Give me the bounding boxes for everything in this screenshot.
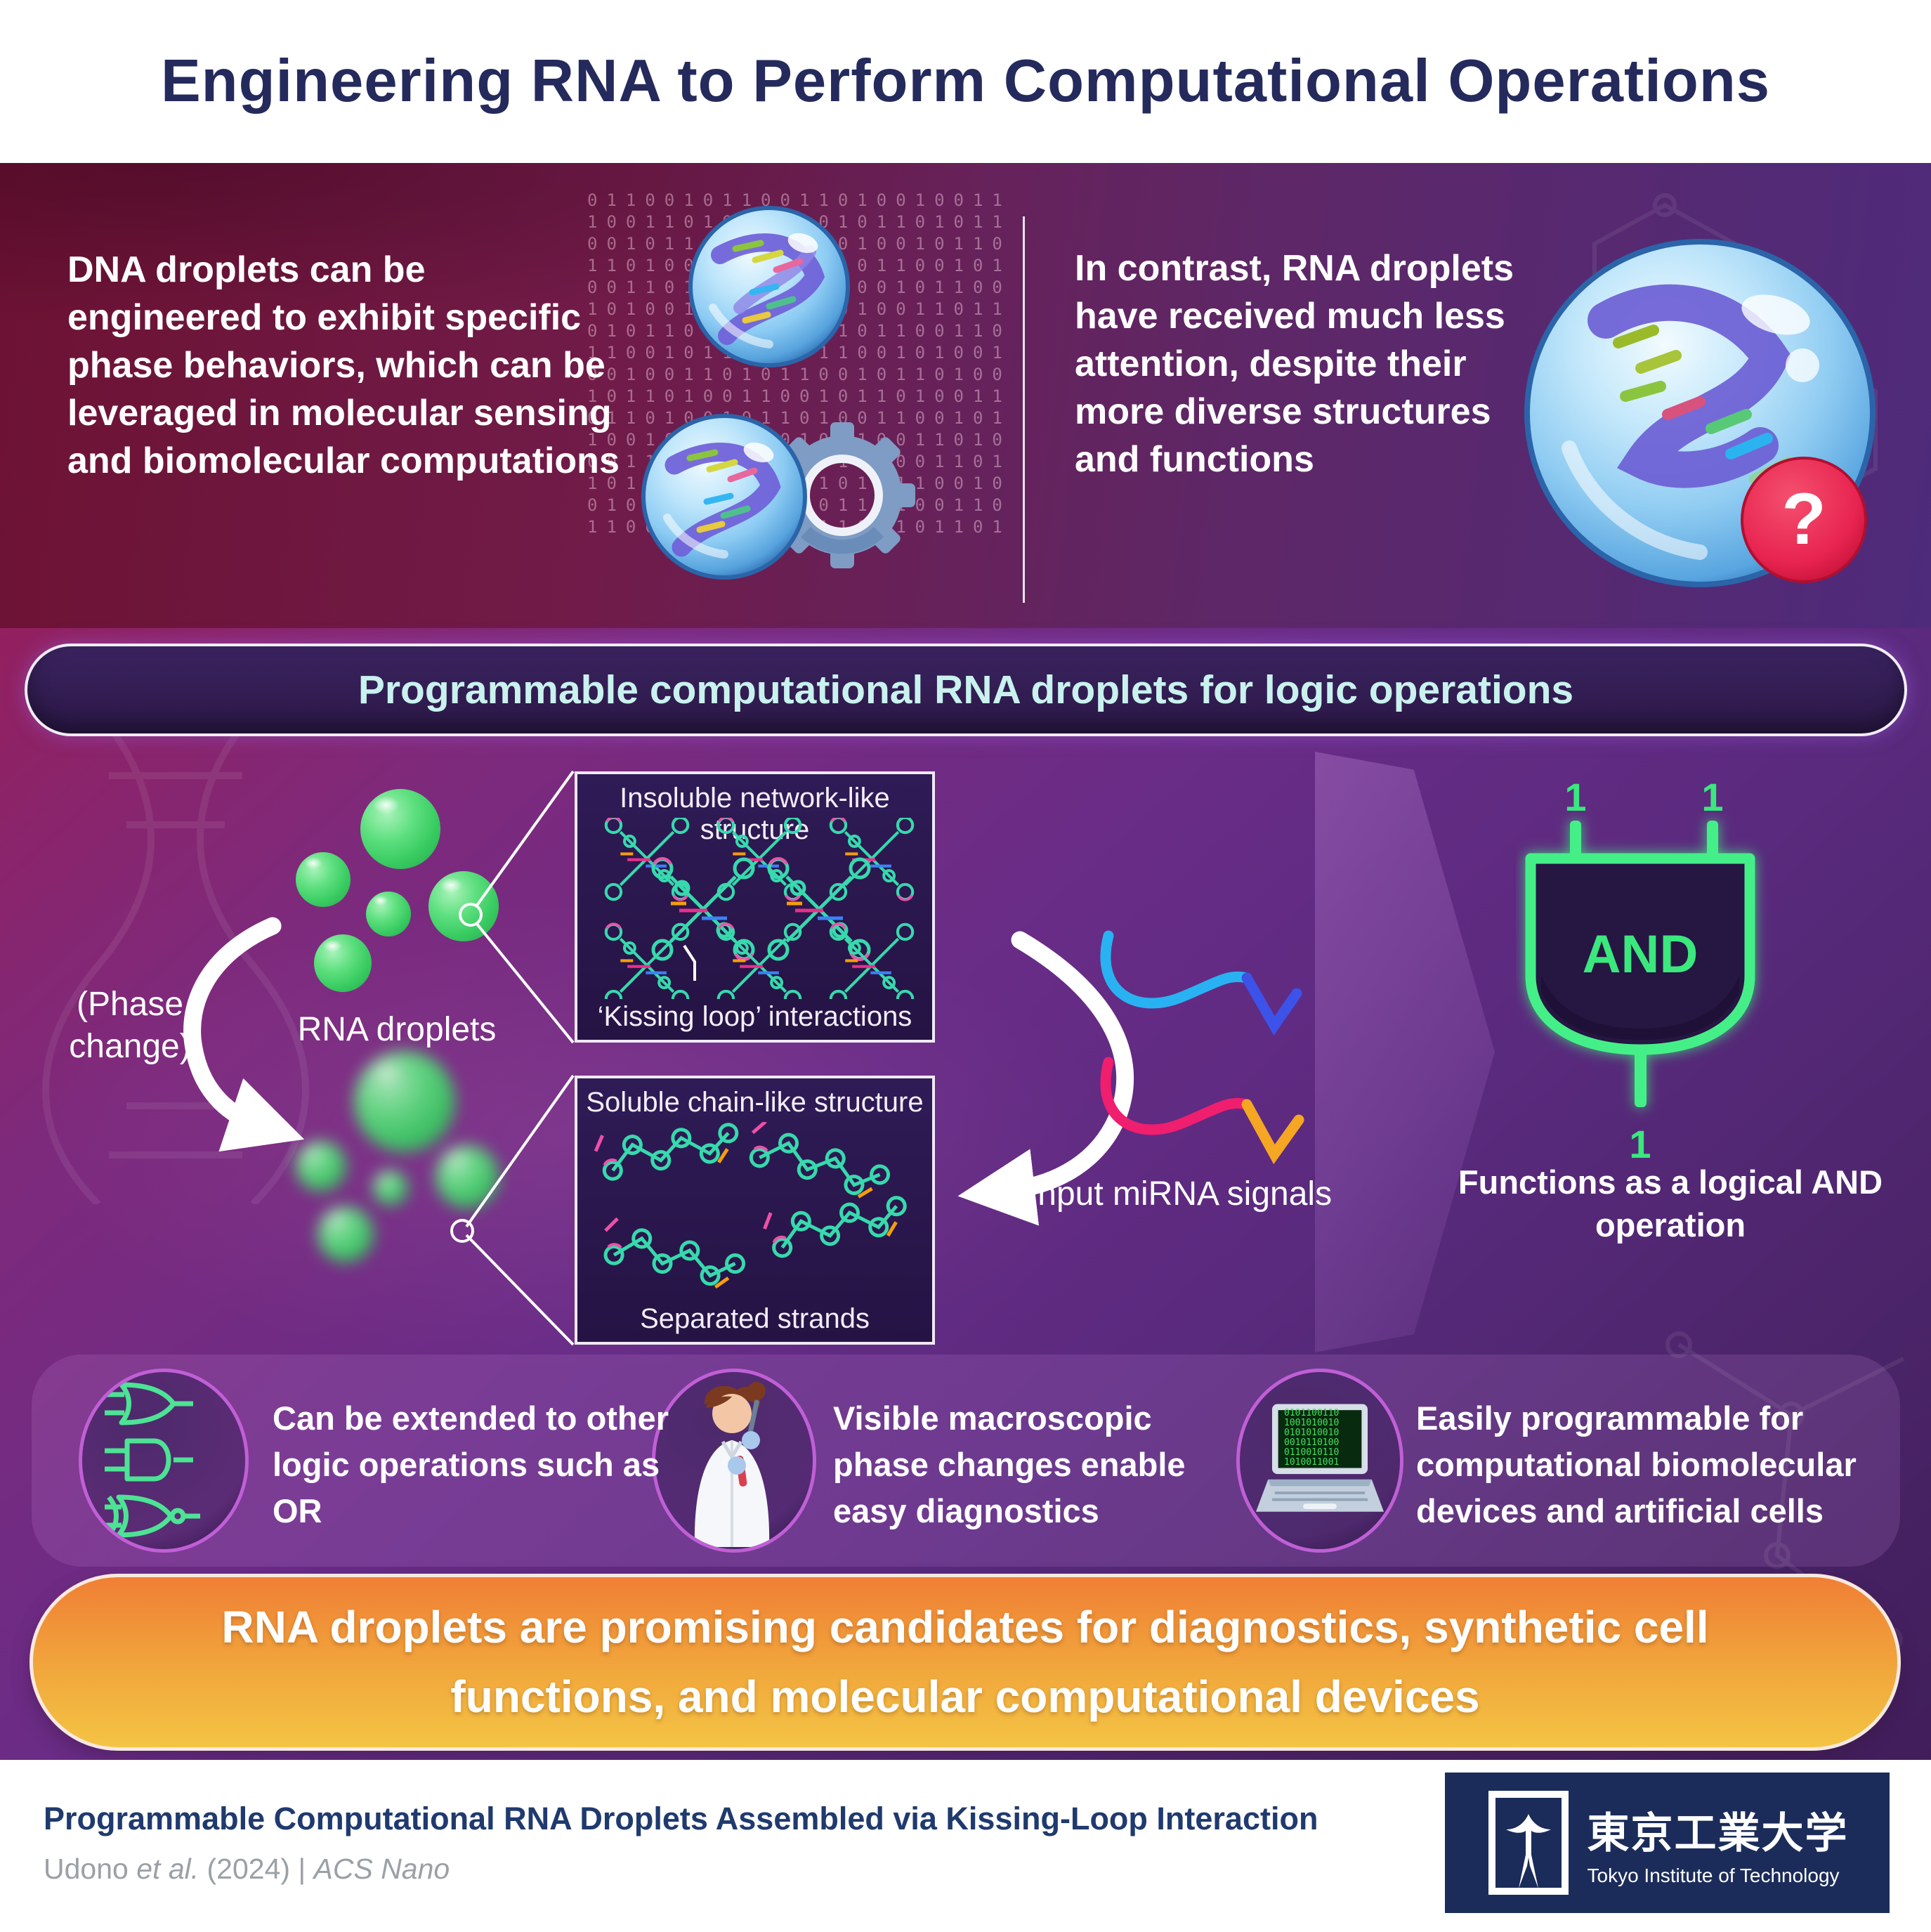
dissolved-droplet-sphere: [296, 1141, 346, 1192]
intro-left-text: DNA droplets can be engineered to exhibi…: [67, 249, 620, 482]
rna-droplet-sphere: [314, 934, 372, 992]
citation-journal: ACS Nano: [313, 1853, 450, 1885]
dissolved-droplet-sphere: [318, 1206, 374, 1262]
rna-droplet-sphere: [366, 892, 411, 936]
infographic-header: Engineering RNA to Perform Computational…: [0, 0, 1931, 163]
feature-circle-diagnostics: [652, 1369, 816, 1553]
rna-droplets-label: RNA droplets: [297, 1011, 497, 1048]
dissolved-droplet-sphere: [354, 1051, 455, 1152]
feature-text-diagnostics: Visible macroscopic phase changes enable…: [833, 1399, 1186, 1529]
tokyo-tech-emblem-icon: [1488, 1791, 1569, 1895]
gate-label: AND: [1583, 925, 1698, 984]
mirna-signals-label: Input miRNA signals: [1028, 1175, 1333, 1213]
callout-connector: [450, 770, 575, 1346]
rna-droplet-question-icon: ?: [1524, 239, 1876, 587]
tokyo-tech-logo: 東京工業大学 Tokyo Institute of Technology: [1445, 1773, 1890, 1913]
laptop-icon: [1255, 1404, 1385, 1512]
gate-input-right: 1: [1701, 781, 1723, 819]
paper-title: Programmable Computational RNA Droplets …: [44, 1801, 1318, 1836]
question-mark: ?: [1781, 478, 1826, 560]
dissolved-droplet-sphere: [436, 1145, 499, 1208]
laptop-screen-binary: 0101100110 1001010010 0101010010 0010110…: [1284, 1409, 1340, 1465]
gate-caption: Functions as a logical AND operation: [1458, 1163, 1883, 1244]
section-banner: Programmable computational RNA droplets …: [25, 644, 1907, 736]
feature-circle-programmable: 0101100110 1001010010 0101010010 0010110…: [1236, 1369, 1403, 1553]
main-title: Engineering RNA to Perform Computational…: [160, 48, 1771, 115]
citation-author: Udono: [44, 1853, 129, 1885]
scientist-icon: [694, 1382, 770, 1547]
dna-droplet-gear-icon: [641, 414, 807, 580]
intro-right-text: In contrast, RNA droplets have received …: [1075, 248, 1514, 481]
network-structure-illustration: [580, 818, 935, 999]
network-structure-box: Insoluble network-like structure: [575, 771, 935, 1043]
rna-droplet-sphere: [296, 852, 351, 907]
phase-change-label: (Phase change): [69, 986, 191, 1065]
logic-section: Programmable computational RNA droplets …: [0, 628, 1931, 1760]
rna-droplet-sphere: [428, 871, 499, 941]
intro-section: 0110010110011010010011 10011010011001011…: [0, 163, 1931, 628]
chain-structure-illustration: [580, 1122, 935, 1299]
feature-text-programmable: Easily programmable for computational bi…: [1416, 1399, 1857, 1529]
kissing-loop-caption: ‘Kissing loop’ interactions: [597, 1001, 912, 1032]
kissing-loop-pointer: [683, 944, 696, 981]
logic-gates-icon: [105, 1382, 200, 1538]
dissolved-droplet-sphere: [373, 1170, 408, 1206]
features-band: [32, 1355, 1900, 1567]
gate-input-left: 1: [1564, 781, 1586, 819]
conclusion-banner: RNA droplets are promising candidates fo…: [30, 1574, 1901, 1751]
dna-droplet-icon: [688, 206, 850, 367]
chain-structure-box: Soluble chain-like structure: [575, 1076, 935, 1345]
footer: Programmable Computational RNA Droplets …: [0, 1760, 1931, 1932]
citation: Udono et al. (2024) | ACS Nano: [44, 1853, 450, 1886]
mirna-input-arrow: [957, 931, 1134, 1226]
rna-droplet-sphere: [360, 789, 440, 869]
and-gate: 1 1 AND 1: [1516, 775, 1772, 1177]
chain-box-title: Soluble chain-like structure: [586, 1087, 924, 1118]
conclusion-text: RNA droplets are promising candidates fo…: [221, 1601, 1709, 1722]
vertical-divider: [1023, 216, 1025, 603]
dna-ladder-decor: [42, 712, 309, 1204]
separated-strands-caption: Separated strands: [640, 1303, 870, 1334]
logo-japanese-text: 東京工業大学: [1587, 1809, 1849, 1857]
feature-text-logic: Can be extended to other logic operation…: [273, 1399, 669, 1529]
section-banner-text: Programmable computational RNA droplets …: [358, 667, 1574, 712]
citation-etal: et al.: [136, 1853, 199, 1885]
logo-english-text: Tokyo Institute of Technology: [1587, 1864, 1840, 1886]
mirna-strand-icons: [1100, 930, 1304, 1165]
feature-circle-logic: [79, 1369, 249, 1553]
chevron-transition-decor: [1315, 752, 1495, 1352]
citation-rest: (2024) |: [207, 1853, 306, 1885]
question-badge: ?: [1741, 457, 1867, 583]
gate-output: 1: [1629, 1122, 1651, 1166]
